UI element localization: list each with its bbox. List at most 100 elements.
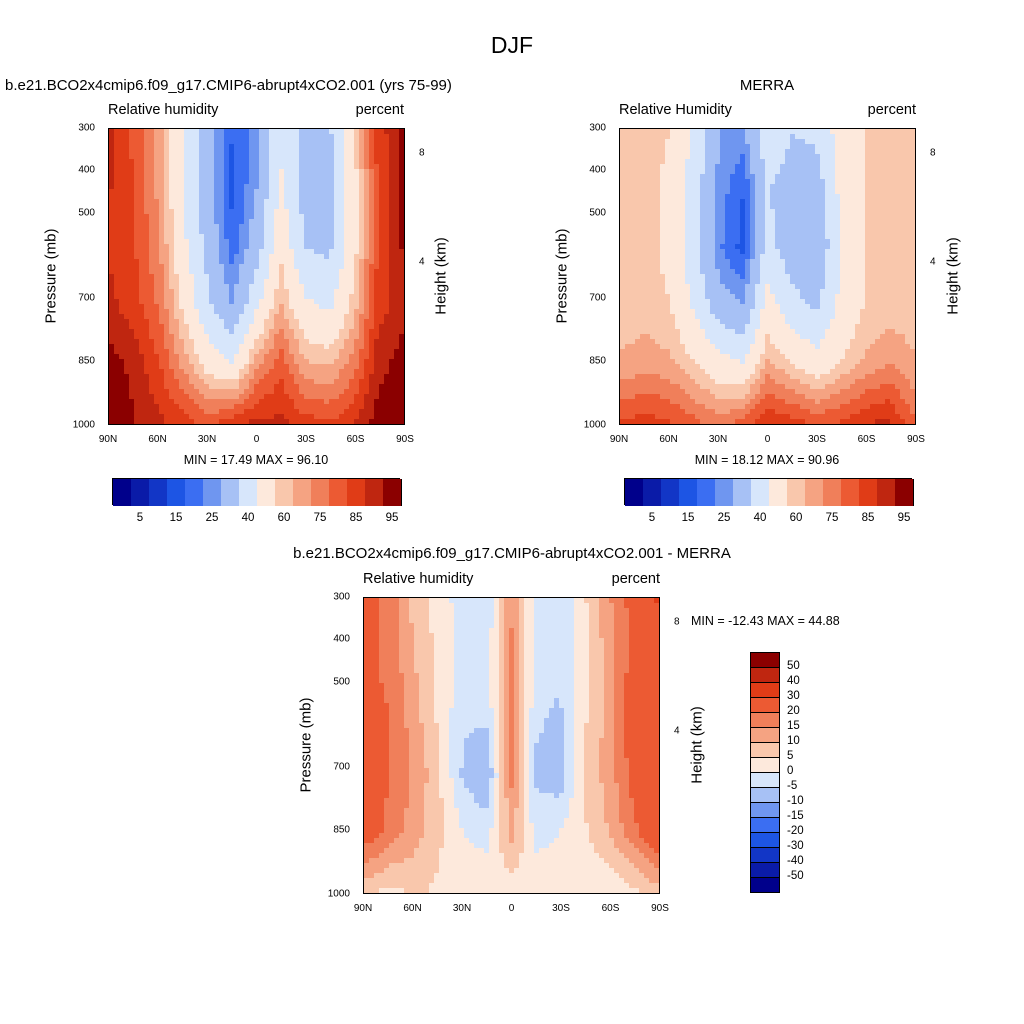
contour-cell [710, 199, 716, 205]
contour-cell [840, 169, 846, 175]
contour-cell [184, 194, 190, 200]
contour-cell [399, 209, 404, 215]
contour-cell [399, 369, 404, 375]
contour-cell [339, 274, 345, 280]
contour-cell [174, 174, 180, 180]
contour-cell [715, 184, 721, 190]
contour-cell [224, 269, 230, 275]
contour-cell [114, 129, 120, 135]
contour-cell [690, 154, 696, 160]
contour-cell [369, 269, 375, 275]
contour-cell [660, 149, 666, 155]
contour-cell [374, 329, 380, 335]
contour-cell [890, 244, 896, 250]
contour-cell [299, 264, 305, 270]
contour-cell [139, 139, 145, 145]
contour-cell [204, 179, 210, 185]
contour-cell [159, 169, 165, 175]
contour-cell [239, 209, 245, 215]
contour-cell [204, 354, 210, 360]
contour-cell [745, 194, 751, 200]
contour-cell [319, 219, 325, 225]
contour-cell [229, 244, 235, 250]
contour-cell [174, 254, 180, 260]
contour-cell [770, 229, 776, 235]
contour-cell [850, 204, 856, 210]
contour-cell [334, 184, 340, 190]
contour-cell [249, 329, 255, 335]
contour-cell [760, 179, 766, 185]
contour-cell [159, 414, 165, 420]
contour-cell [284, 194, 290, 200]
contour-cell [154, 329, 160, 335]
contour-cell [775, 224, 781, 230]
contour-cell [324, 179, 330, 185]
contour-cell [274, 294, 280, 300]
contour-cell [184, 254, 190, 260]
contour-cell [144, 219, 150, 225]
contour-cell [354, 394, 360, 400]
contour-cell [890, 154, 896, 160]
contour-cell [344, 379, 350, 385]
contour-cell [760, 199, 766, 205]
contour-cell [870, 219, 876, 225]
contour-cell [675, 209, 681, 215]
contour-cell [344, 369, 350, 375]
contour-cell [239, 274, 245, 280]
contour-cell [399, 374, 404, 380]
contour-cell [244, 319, 250, 325]
contour-cell [249, 334, 255, 340]
contour-cell [239, 409, 245, 415]
contour-cell [394, 144, 400, 150]
contour-cell [264, 264, 270, 270]
contour-cell [800, 219, 806, 225]
contour-cell [244, 199, 250, 205]
contour-cell [284, 319, 290, 325]
contour-cell [630, 164, 636, 170]
contour-cell [805, 139, 811, 145]
contour-cell [825, 174, 831, 180]
contour-cell [700, 214, 706, 220]
contour-cell [334, 289, 340, 295]
contour-cell [690, 209, 696, 215]
contour-cell [109, 359, 115, 365]
contour-cell [139, 214, 145, 220]
contour-cell [650, 159, 656, 165]
contour-cell [254, 364, 260, 370]
contour-cell [239, 314, 245, 320]
contour-cell [805, 174, 811, 180]
contour-cell [144, 199, 150, 205]
contour-cell [394, 399, 400, 405]
figure-title: DJF [490, 32, 534, 58]
contour-cell [640, 154, 646, 160]
contour-cell [159, 294, 165, 300]
contour-cell [189, 139, 195, 145]
contour-cell [870, 189, 876, 195]
contour-cell [384, 394, 390, 400]
contour-cell [124, 359, 130, 365]
contour-cell [910, 239, 915, 245]
contour-cell [835, 159, 841, 165]
contour-cell [344, 394, 350, 400]
contour-cell [319, 179, 325, 185]
contour-cell [289, 239, 295, 245]
contour-cell [229, 359, 235, 365]
contour-cell [184, 239, 190, 245]
contour-cell [114, 194, 120, 200]
contour-cell [910, 209, 915, 215]
contour-cell [109, 269, 115, 275]
contour-cell [299, 244, 305, 250]
contour-cell [214, 389, 220, 395]
contour-cell [389, 184, 395, 190]
contour-cell [359, 359, 365, 365]
contour-cell [710, 214, 716, 220]
contour-cell [394, 189, 400, 195]
contour-cell [184, 334, 190, 340]
contour-cell [244, 299, 250, 305]
contour-cell [224, 309, 230, 315]
contour-cell [645, 204, 651, 210]
contour-cell [174, 304, 180, 310]
contour-cell [149, 309, 155, 315]
contour-cell [710, 189, 716, 195]
contour-cell [830, 194, 836, 200]
